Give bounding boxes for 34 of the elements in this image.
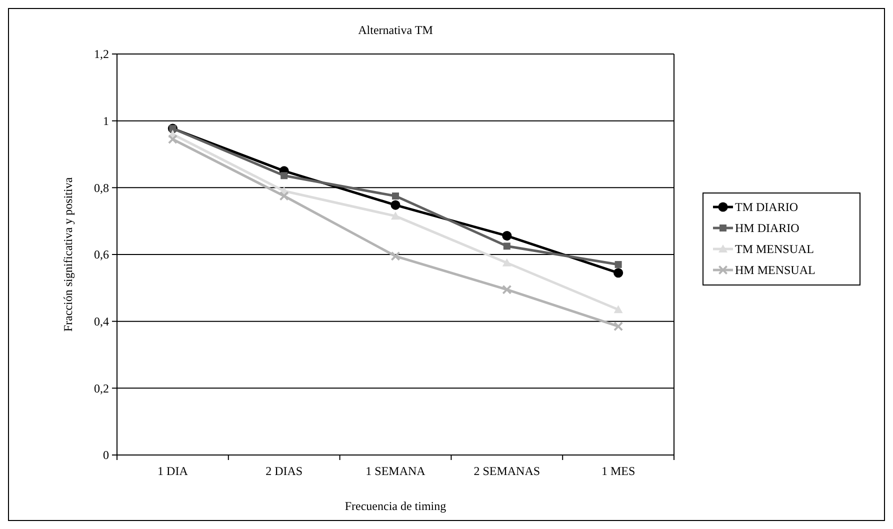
y-tick-label: 0,6 <box>94 248 109 262</box>
y-tick-label: 0,2 <box>94 381 109 396</box>
x-tick-label: 2 SEMANAS <box>474 464 540 478</box>
point <box>502 285 512 294</box>
x-tick-label: 1 DIA <box>158 464 188 478</box>
point <box>614 305 623 314</box>
point <box>391 212 400 220</box>
point <box>502 258 512 266</box>
legend-label: HM MENSUAL <box>735 263 816 278</box>
point <box>168 134 178 144</box>
point <box>280 172 288 180</box>
point <box>502 230 512 241</box>
point <box>390 200 400 210</box>
legend-label: HM DIARIO <box>735 221 800 236</box>
point <box>392 192 399 200</box>
y-tick-label: 0,8 <box>94 180 109 195</box>
x-axis-title: Frecuencia de timing <box>344 499 446 513</box>
chart-title: Alternativa TM <box>358 23 434 37</box>
x-tick-label: 1 SEMANA <box>366 464 426 478</box>
y-tick-label: 0 <box>103 448 109 462</box>
y-axis-title: Fracción significativa y positiva <box>61 176 75 332</box>
legend-label: TM DIARIO <box>735 200 798 214</box>
legend-label: TM MENSUAL <box>735 242 814 256</box>
point <box>614 268 624 278</box>
y-tick-label: 1,2 <box>94 47 109 62</box>
point <box>503 242 510 250</box>
y-tick-label: 1 <box>103 114 109 128</box>
point <box>614 261 622 268</box>
point <box>391 252 400 261</box>
x-tick-label: 1 MES <box>601 464 636 478</box>
point <box>614 322 623 331</box>
y-tick-label: 0,4 <box>94 314 109 329</box>
x-tick-label: 2 DIAS <box>266 464 303 478</box>
point <box>280 192 289 201</box>
